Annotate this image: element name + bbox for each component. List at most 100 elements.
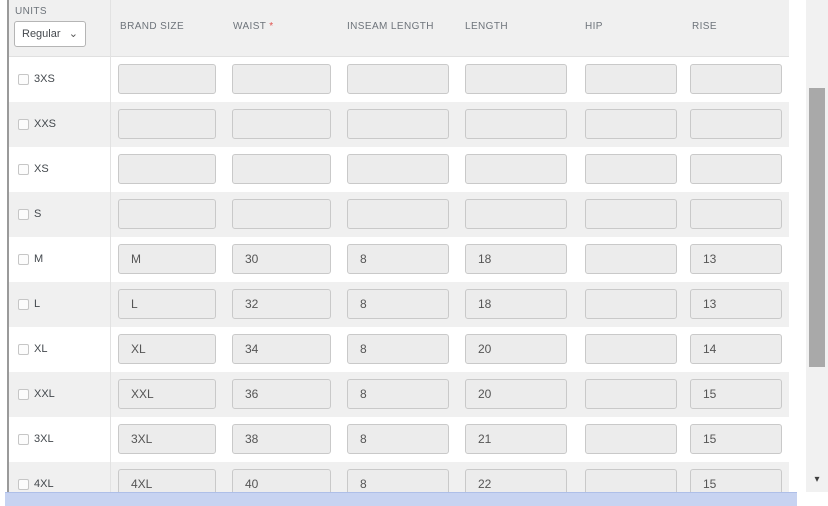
units-label: UNITS xyxy=(15,6,47,17)
inseam-length-input[interactable] xyxy=(347,244,449,274)
inseam-length-input[interactable] xyxy=(347,289,449,319)
hip-input[interactable] xyxy=(585,289,677,319)
length-input[interactable] xyxy=(465,64,567,94)
rise-input[interactable] xyxy=(690,289,782,319)
column-header-length: LENGTH xyxy=(465,21,508,32)
hip-input[interactable] xyxy=(585,64,677,94)
brand-size-input[interactable] xyxy=(118,469,216,492)
waist-input[interactable] xyxy=(232,334,331,364)
rise-input[interactable] xyxy=(690,424,782,454)
row-size-label: XS xyxy=(34,163,49,175)
waist-input[interactable] xyxy=(232,289,331,319)
hip-input[interactable] xyxy=(585,379,677,409)
waist-input[interactable] xyxy=(232,244,331,274)
brand-size-input[interactable] xyxy=(118,64,216,94)
rise-input[interactable] xyxy=(690,379,782,409)
length-input[interactable] xyxy=(465,244,567,274)
inseam-length-input[interactable] xyxy=(347,64,449,94)
table-header: UNITS Regular ⌄ BRAND SIZE WAIST * INSEAM… xyxy=(9,0,789,57)
brand-size-input[interactable] xyxy=(118,424,216,454)
row-checkbox[interactable] xyxy=(18,254,29,265)
panel-left-edge xyxy=(7,0,9,492)
length-input[interactable] xyxy=(465,109,567,139)
table-row: XL xyxy=(9,327,789,372)
column-header-waist: WAIST * xyxy=(233,21,274,32)
length-input[interactable] xyxy=(465,424,567,454)
row-checkbox[interactable] xyxy=(18,164,29,175)
size-chart-table: UNITS Regular ⌄ BRAND SIZE WAIST * INSEAM… xyxy=(9,0,789,492)
waist-input[interactable] xyxy=(232,469,331,492)
brand-size-input[interactable] xyxy=(118,334,216,364)
units-selected-value: Regular xyxy=(22,28,61,40)
hip-input[interactable] xyxy=(585,334,677,364)
hip-input[interactable] xyxy=(585,469,677,492)
row-size-label: 4XL xyxy=(34,478,54,490)
waist-input[interactable] xyxy=(232,199,331,229)
brand-size-input[interactable] xyxy=(118,289,216,319)
table-row: XXS xyxy=(9,102,789,147)
brand-size-input[interactable] xyxy=(118,379,216,409)
row-size-label: S xyxy=(34,208,42,220)
row-size-label: XL xyxy=(34,343,48,355)
row-size-label: XXS xyxy=(34,118,57,130)
waist-input[interactable] xyxy=(232,424,331,454)
row-checkbox[interactable] xyxy=(18,389,29,400)
row-size-label: 3XS xyxy=(34,73,55,85)
row-checkbox[interactable] xyxy=(18,299,29,310)
length-input[interactable] xyxy=(465,469,567,492)
rise-input[interactable] xyxy=(690,244,782,274)
row-checkbox[interactable] xyxy=(18,479,29,490)
hip-input[interactable] xyxy=(585,244,677,274)
waist-input[interactable] xyxy=(232,379,331,409)
inseam-length-input[interactable] xyxy=(347,469,449,492)
length-input[interactable] xyxy=(465,154,567,184)
inseam-length-input[interactable] xyxy=(347,109,449,139)
rise-input[interactable] xyxy=(690,199,782,229)
row-size-label: XXL xyxy=(34,388,55,400)
row-checkbox[interactable] xyxy=(18,434,29,445)
row-checkbox[interactable] xyxy=(18,209,29,220)
hip-input[interactable] xyxy=(585,424,677,454)
units-select[interactable]: Regular ⌄ xyxy=(14,21,86,47)
inseam-length-input[interactable] xyxy=(347,334,449,364)
hip-input[interactable] xyxy=(585,109,677,139)
horizontal-scrollbar-thumb[interactable] xyxy=(5,492,797,506)
hip-input[interactable] xyxy=(585,199,677,229)
brand-size-input[interactable] xyxy=(118,244,216,274)
inseam-length-input[interactable] xyxy=(347,379,449,409)
column-header-hip: HIP xyxy=(585,21,603,32)
row-size-label: L xyxy=(34,298,41,310)
brand-size-input[interactable] xyxy=(118,109,216,139)
length-input[interactable] xyxy=(465,199,567,229)
length-input[interactable] xyxy=(465,334,567,364)
length-input[interactable] xyxy=(465,379,567,409)
row-size-label: M xyxy=(34,253,44,265)
rise-input[interactable] xyxy=(690,469,782,492)
table-row: S xyxy=(9,192,789,237)
waist-input[interactable] xyxy=(232,109,331,139)
vertical-scrollbar[interactable] xyxy=(806,0,828,492)
row-checkbox[interactable] xyxy=(18,74,29,85)
table-row: 3XL xyxy=(9,417,789,462)
waist-input[interactable] xyxy=(232,154,331,184)
table-row: M xyxy=(9,237,789,282)
rise-input[interactable] xyxy=(690,154,782,184)
inseam-length-input[interactable] xyxy=(347,154,449,184)
rise-input[interactable] xyxy=(690,109,782,139)
table-row: L xyxy=(9,282,789,327)
scroll-down-button[interactable]: ▾ xyxy=(814,474,820,485)
row-checkbox[interactable] xyxy=(18,119,29,130)
length-input[interactable] xyxy=(465,289,567,319)
row-checkbox[interactable] xyxy=(18,344,29,355)
table-rows: 3XS XXS XS S M xyxy=(9,57,789,492)
vertical-scrollbar-thumb[interactable] xyxy=(809,88,825,367)
rise-input[interactable] xyxy=(690,64,782,94)
rise-input[interactable] xyxy=(690,334,782,364)
inseam-length-input[interactable] xyxy=(347,199,449,229)
hip-input[interactable] xyxy=(585,154,677,184)
brand-size-input[interactable] xyxy=(118,154,216,184)
brand-size-input[interactable] xyxy=(118,199,216,229)
column-header-inseam-length: INSEAM LENGTH xyxy=(347,21,434,32)
inseam-length-input[interactable] xyxy=(347,424,449,454)
waist-input[interactable] xyxy=(232,64,331,94)
